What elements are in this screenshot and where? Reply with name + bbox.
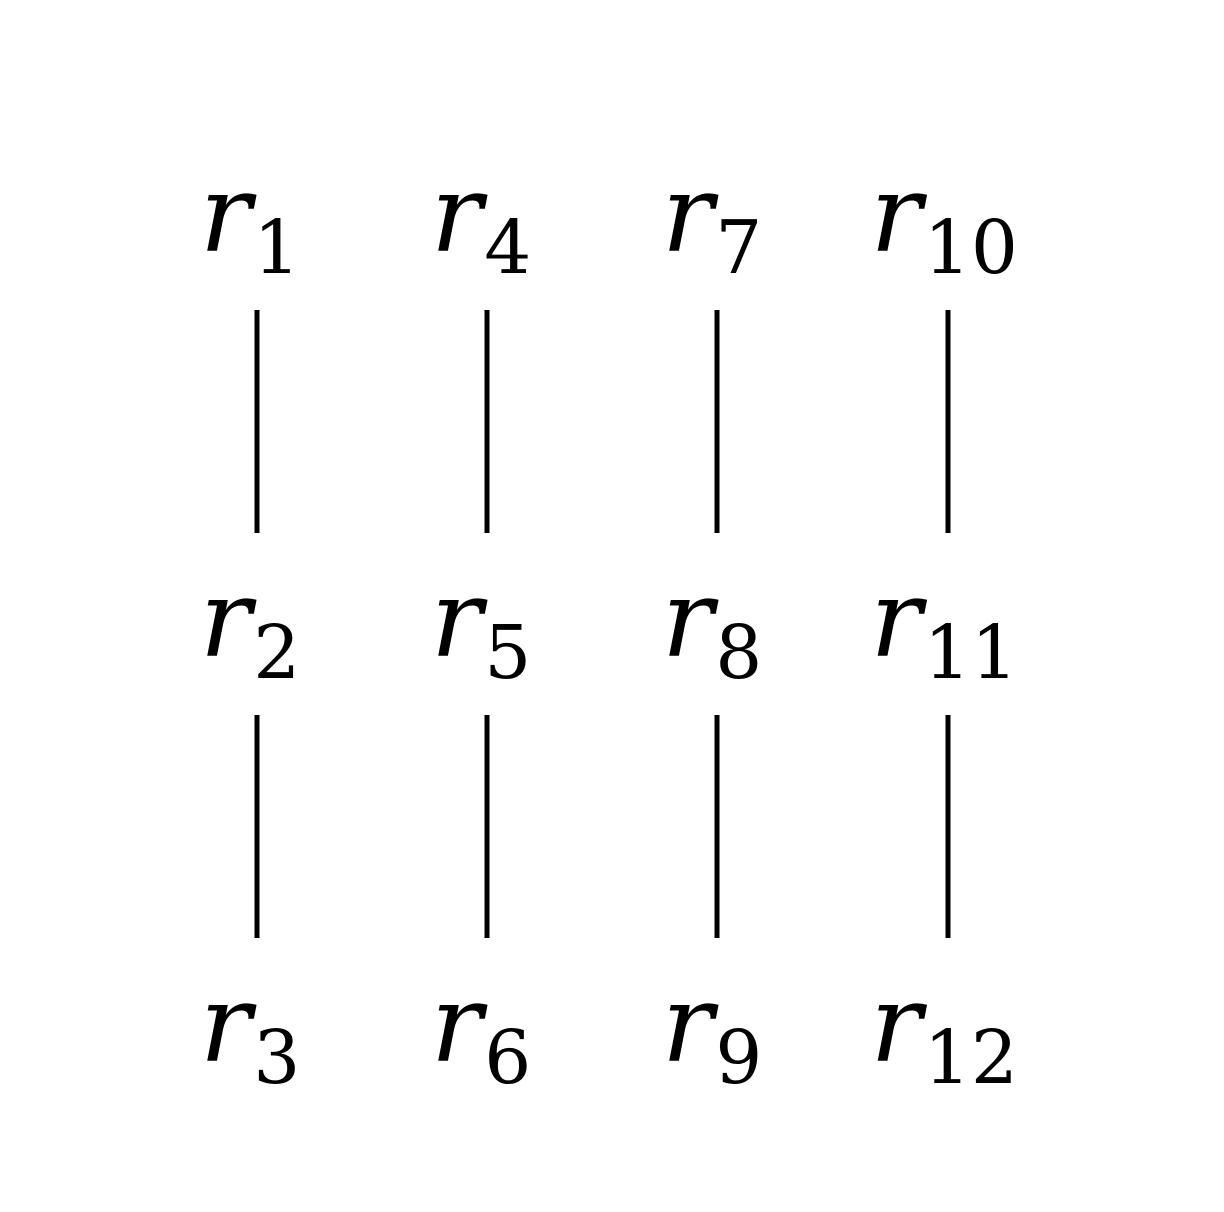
edge-r4-r5 — [484, 310, 490, 533]
node-r1-sub: 1 — [253, 205, 301, 291]
node-r9-var: r — [661, 962, 714, 1087]
node-r7-sub: 7 — [715, 205, 763, 291]
node-r12-sub: 12 — [923, 1015, 1018, 1101]
node-r8-var: r — [661, 557, 714, 682]
node-r3: r3 — [200, 971, 301, 1096]
node-r1-var: r — [199, 152, 252, 277]
node-r11: r11 — [870, 566, 1018, 691]
node-r3-sub: 3 — [253, 1015, 301, 1101]
node-r5: r5 — [431, 566, 532, 691]
node-r6: r6 — [431, 971, 532, 1096]
edge-r1-r2 — [254, 310, 260, 533]
node-r6-sub: 6 — [484, 1015, 532, 1101]
node-r2-sub: 2 — [253, 610, 301, 696]
node-r11-sub: 11 — [923, 610, 1018, 696]
node-r3-var: r — [199, 962, 252, 1087]
node-r4-var: r — [430, 152, 483, 277]
node-r2: r2 — [200, 566, 301, 691]
node-r2-var: r — [199, 557, 252, 682]
node-r8-sub: 8 — [715, 610, 763, 696]
node-r5-sub: 5 — [484, 610, 532, 696]
node-r10: r10 — [870, 161, 1018, 286]
edge-r10-r11 — [945, 310, 951, 533]
node-r7: r7 — [662, 161, 763, 286]
edge-r5-r6 — [484, 715, 490, 938]
node-r1: r1 — [200, 161, 301, 286]
node-r10-sub: 10 — [923, 205, 1018, 291]
node-r11-var: r — [870, 557, 922, 682]
node-r7-var: r — [661, 152, 714, 277]
node-r12: r12 — [870, 971, 1018, 1096]
edge-r7-r8 — [714, 310, 720, 533]
node-r5-var: r — [430, 557, 483, 682]
node-r4-sub: 4 — [484, 205, 532, 291]
node-r12-var: r — [870, 962, 922, 1087]
node-r8: r8 — [662, 566, 763, 691]
node-r6-var: r — [430, 962, 483, 1087]
edge-r11-r12 — [945, 715, 951, 938]
node-r10-var: r — [870, 152, 922, 277]
node-r4: r4 — [431, 161, 532, 286]
node-r9: r9 — [662, 971, 763, 1096]
node-r9-sub: 9 — [715, 1015, 763, 1101]
edge-r8-r9 — [714, 715, 720, 938]
edge-r2-r3 — [254, 715, 260, 938]
